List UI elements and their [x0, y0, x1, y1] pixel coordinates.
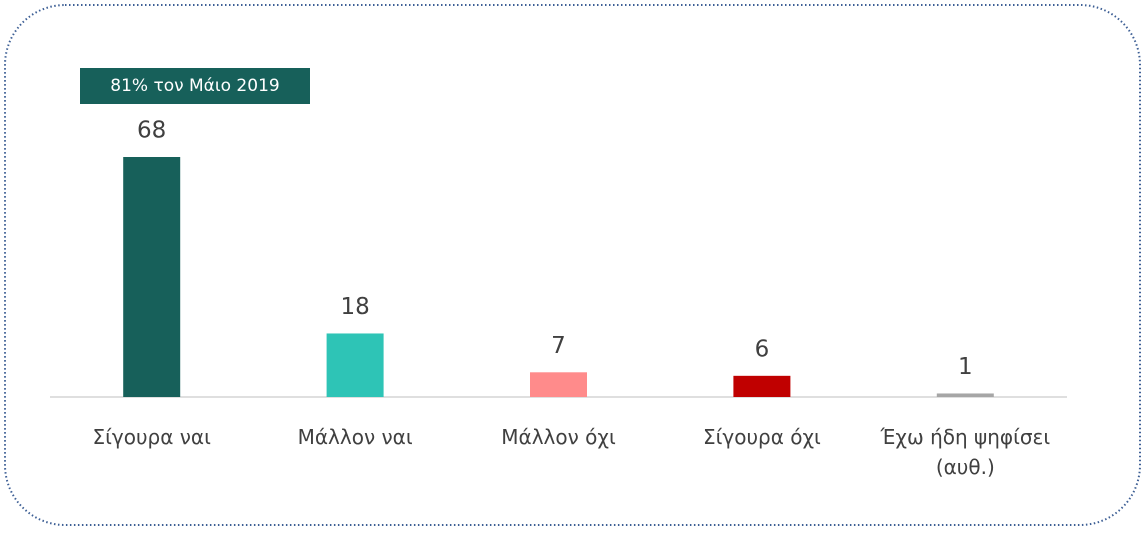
bar [123, 157, 181, 397]
value-label: 7 [551, 333, 566, 359]
value-label: 18 [340, 294, 369, 320]
bar [326, 333, 384, 397]
bar [733, 375, 791, 397]
value-label: 6 [755, 336, 770, 362]
x-tick-label: Έχω ήδη ψηφίσει (αυθ.) [880, 425, 1051, 479]
x-tick-label: Μάλλον ναι [297, 425, 413, 449]
annotation: 81% τον Μάιο 2019 [80, 68, 310, 104]
value-label: 68 [137, 118, 166, 144]
x-tick-label: Σίγουρα ναι [92, 425, 211, 449]
bar [936, 393, 994, 397]
value-label: 1 [958, 354, 973, 380]
x-tick-label: Σίγουρα όχι [702, 425, 821, 449]
frame [4, 4, 1141, 526]
x-tick-label: Μάλλον όχι [501, 425, 616, 449]
bar [530, 372, 587, 397]
